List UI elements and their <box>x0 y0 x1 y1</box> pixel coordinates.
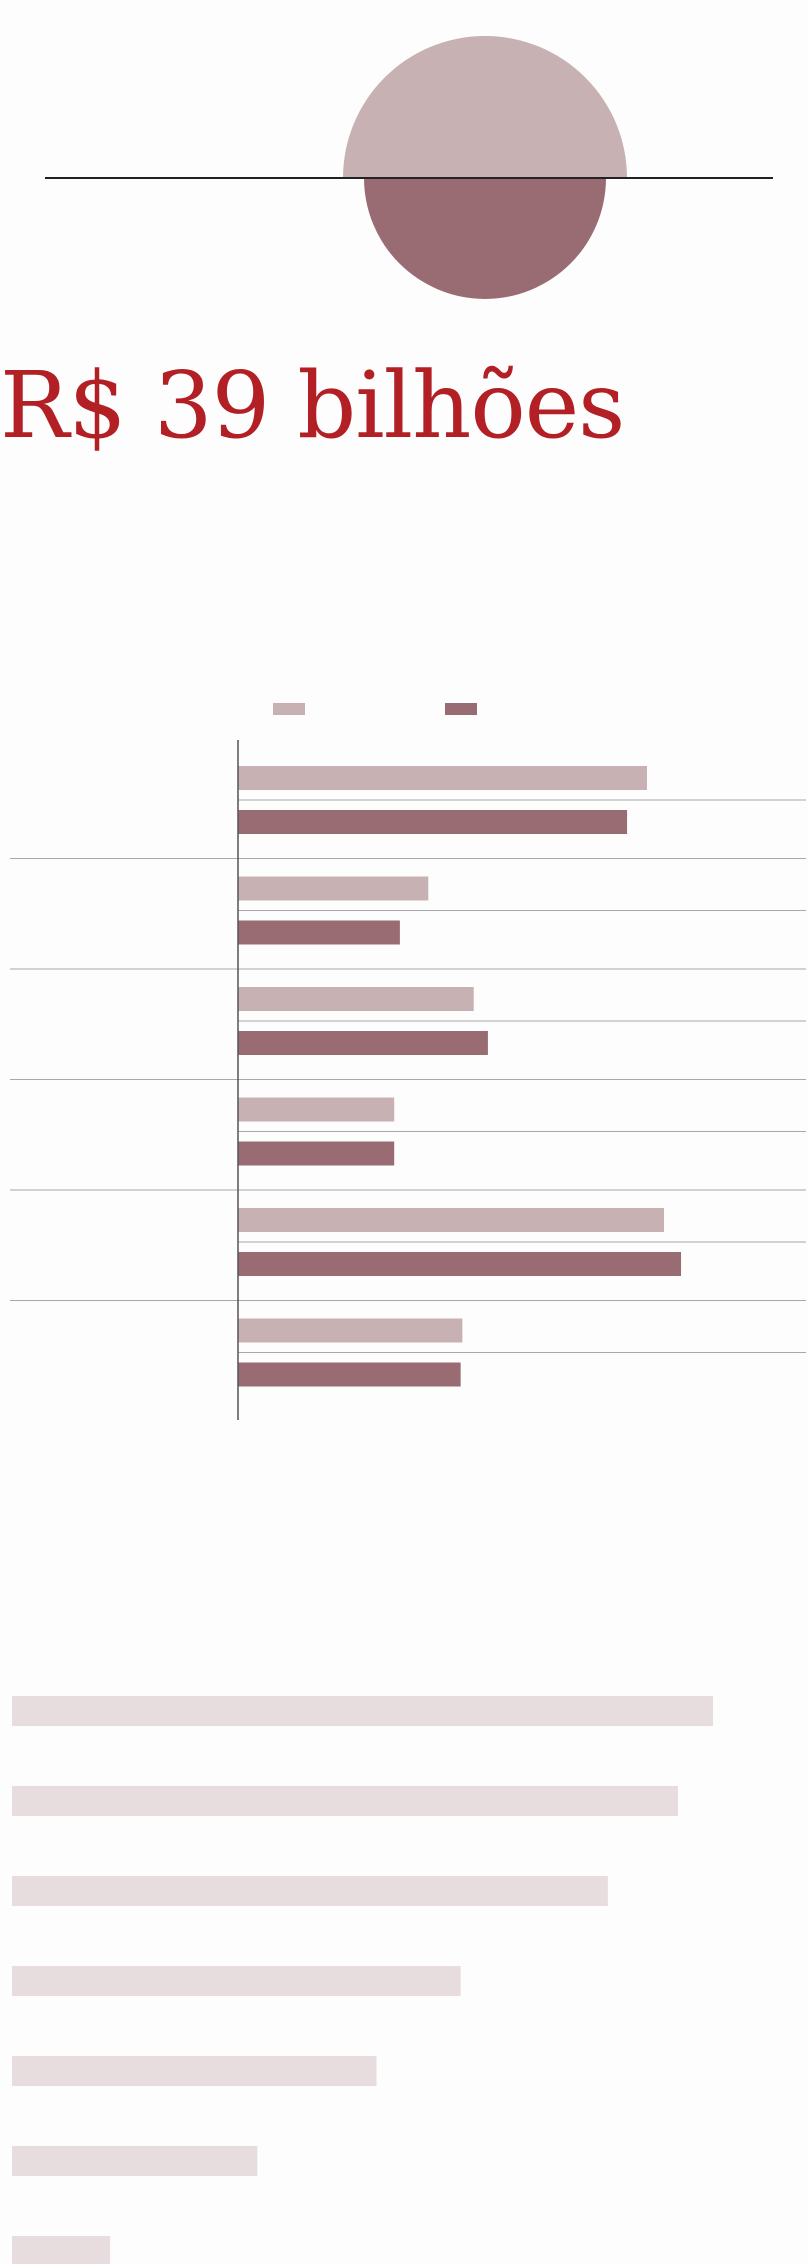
grouped-bar-chart <box>10 740 806 1420</box>
bar-group-1-series-2 <box>238 810 628 834</box>
ranking-bar-6 <box>12 2146 258 2176</box>
bar-group-4-series-1 <box>238 1097 395 1122</box>
bar-group-2-series-2 <box>238 920 400 945</box>
ranking-bar-1 <box>12 1696 713 1726</box>
ranking-bar-chart <box>12 1696 713 2264</box>
bar-group-5-series-1 <box>238 1208 664 1232</box>
lower-semicircle <box>364 178 606 299</box>
hero-illustration <box>45 36 773 299</box>
bar-group-6-series-2 <box>238 1362 461 1387</box>
legend-swatch-series-1 <box>273 703 305 715</box>
ranking-bar-2 <box>12 1786 678 1816</box>
bar-group-2-series-1 <box>238 876 429 901</box>
bar-group-1-series-1 <box>238 766 647 790</box>
ranking-bar-4 <box>12 1966 461 1996</box>
ranking-bar-5 <box>12 2056 377 2086</box>
bar-group-3-series-2 <box>238 1031 488 1055</box>
ranking-bar-7 <box>12 2236 111 2264</box>
legend <box>0 695 808 721</box>
bar-group-4-series-2 <box>238 1141 395 1166</box>
bar-group-6-series-1 <box>238 1318 463 1343</box>
bar-group-5-series-2 <box>238 1252 682 1276</box>
headline: R$ 39 bilhões <box>0 352 625 459</box>
bar-group-3-series-1 <box>238 987 474 1011</box>
legend-swatch-series-2 <box>445 703 477 715</box>
upper-semicircle <box>343 36 627 178</box>
ranking-bar-3 <box>12 1876 608 1906</box>
